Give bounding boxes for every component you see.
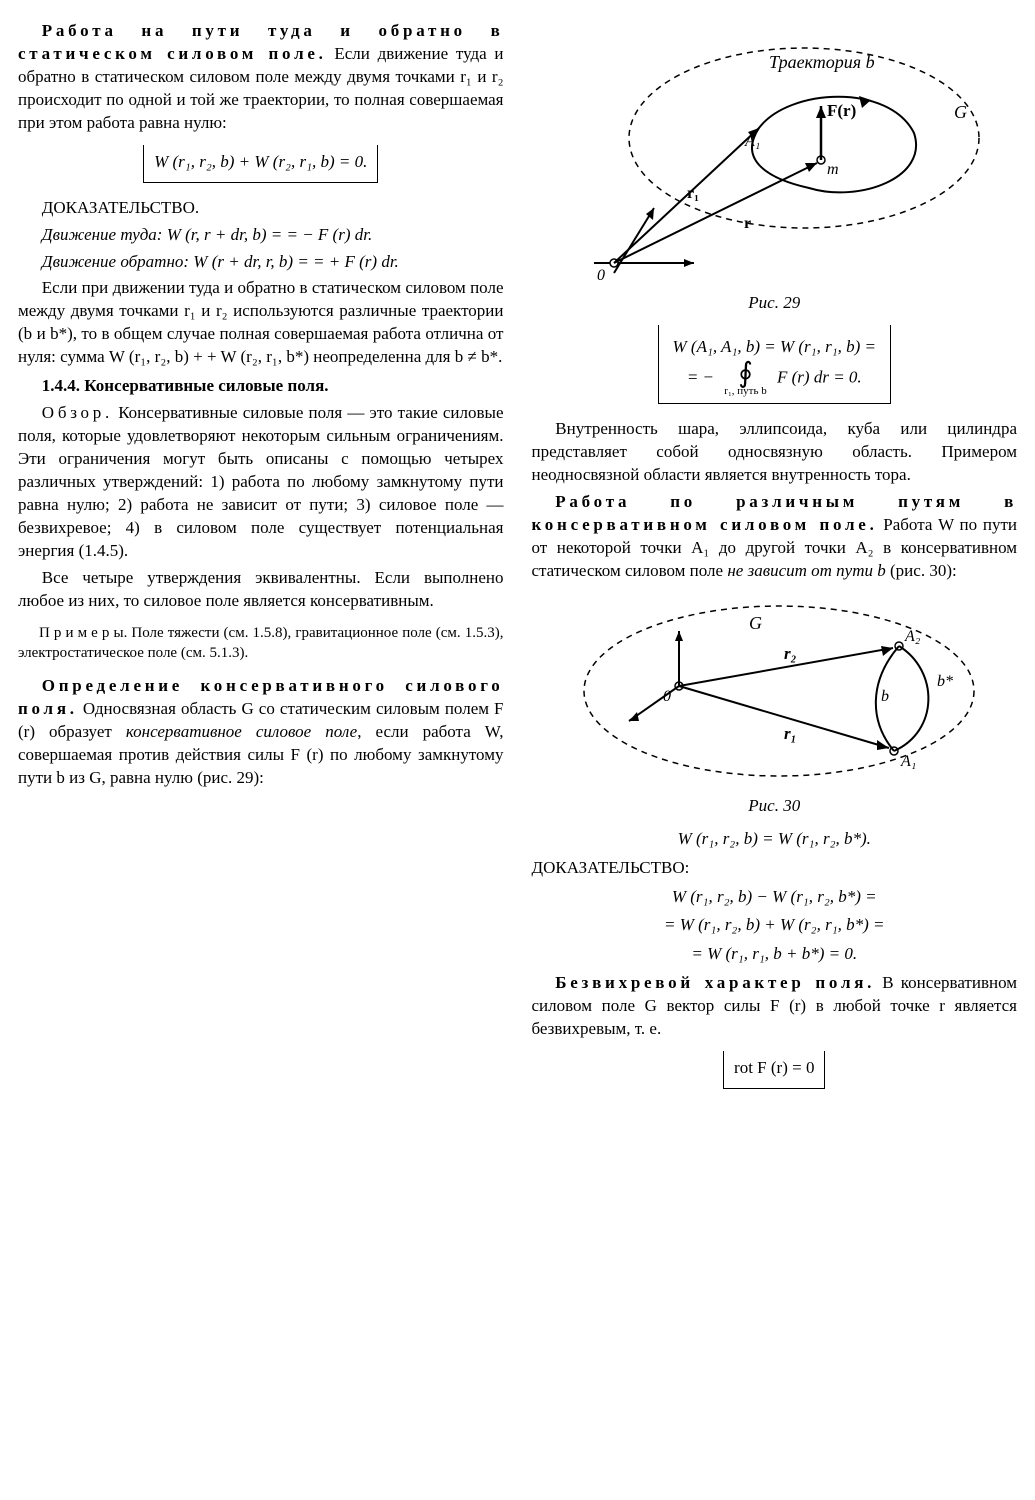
label-r: r xyxy=(744,215,751,232)
label-trajectory: Траектория b xyxy=(769,52,875,72)
para-equivalence: Все четыре утверждения эквивалентны. Есл… xyxy=(18,567,504,613)
label-a1-30: A₁ xyxy=(900,753,916,770)
axis-left-arrow-icon xyxy=(629,712,639,721)
equation-2-box: W (A₁, A₁, b) = W (r₁, r₁, b) = = − ∮ r₁… xyxy=(658,325,892,404)
overview-body: Консервативные силовые поля — это такие … xyxy=(18,403,504,560)
label-r2-30: r₂ xyxy=(784,644,797,663)
label-bstar-30: b* xyxy=(937,673,953,690)
eq3-text: W (r₁, r₂, b) = W (r₁, r₂, b*). xyxy=(678,829,871,848)
figure-29: Траектория b G F(r) A₁ m r₁ r 0 xyxy=(532,28,1018,288)
label-a1: A₁ xyxy=(744,133,760,150)
equation-4-box: rot F (r) = 0 xyxy=(723,1051,825,1089)
proof2-line3: = W (r₁, r₁, b + b*) = 0. xyxy=(532,943,1018,966)
eq2-sub: r₁, путь b xyxy=(724,386,766,397)
label-f: F(r) xyxy=(827,101,856,120)
figure-30-svg: G 0 r₂ r₁ A₂ A₁ b b* xyxy=(559,591,989,791)
trajectory-arrow-icon xyxy=(859,96,871,108)
label-o: 0 xyxy=(597,267,605,284)
proof2-heading: ДОКАЗАТЕЛЬСТВО: xyxy=(532,857,1018,880)
equation-2-line1: W (A₁, A₁, b) = W (r₁, r₁, b) = xyxy=(673,333,877,360)
axis-x-arrow-icon xyxy=(684,259,694,267)
axis-up-arrow-icon xyxy=(675,631,683,641)
label-m: m xyxy=(827,161,839,178)
para-diff-paths: Если при движении туда и обратно в стати… xyxy=(18,277,504,369)
label-r1: r₁ xyxy=(687,185,699,202)
para-irrotational: Безвихревой характер поля. В консерватив… xyxy=(532,972,1018,1041)
proof2-l1-text: W (r₁, r₂, b) − W (r₁, r₂, b*) = xyxy=(672,887,877,906)
proof2-l2-text: = W (r₁, r₂, b) + W (r₂, r₁, b*) = xyxy=(664,915,885,934)
equation-4: rot F (r) = 0 xyxy=(734,1058,814,1077)
figure-29-svg: Траектория b G F(r) A₁ m r₁ r 0 xyxy=(559,28,989,288)
para-paths: Работа по различным путям в консервативн… xyxy=(532,491,1018,583)
proof-line-2: Движение обратно: W (r + dr, r, b) = = +… xyxy=(18,251,504,274)
overview-lead: Обзор. xyxy=(42,403,113,422)
figure-30: G 0 r₂ r₁ A₂ A₁ b b* xyxy=(532,591,1018,791)
para-intro: Работа на пути туда и обратно в статичес… xyxy=(18,20,504,135)
vector-r xyxy=(614,163,817,263)
label-r1-30: r₁ xyxy=(784,724,797,743)
figure-29-caption: Рис. 29 xyxy=(532,292,1018,315)
def-body: Односвязная область G со статическим сил… xyxy=(18,699,504,787)
eq2-suffix: F (r) dr = 0. xyxy=(777,368,862,387)
path-bstar xyxy=(894,646,928,751)
eq2-prefix: = − xyxy=(687,368,714,387)
closed-integral-icon: ∮ r₁, путь b xyxy=(724,360,766,397)
figure-30-caption: Рис. 30 xyxy=(532,795,1018,818)
proof2-line2: = W (r₁, r₂, b) + W (r₂, r₁, b*) = xyxy=(532,914,1018,937)
equation-3: W (r₁, r₂, b) = W (r₁, r₂, b*). xyxy=(532,828,1018,851)
equation-1: W (r₁, r₂, b) + W (r₂, r₁, b) = 0. xyxy=(154,152,367,171)
proof2-line1: W (r₁, r₂, b) − W (r₁, r₂, b*) = xyxy=(532,886,1018,909)
para-simply-connected: Внутренность шара, эллипсоида, куба или … xyxy=(532,418,1018,487)
label-o-30: 0 xyxy=(663,688,671,705)
equation-1-box: W (r₁, r₂, b) + W (r₂, r₁, b) = 0. xyxy=(143,145,378,183)
proof-line-1: Движение туда: W (r, r + dr, b) = = − F … xyxy=(18,224,504,247)
para-definition: Определение консервативного силового пол… xyxy=(18,675,504,790)
equation-2-line2: = − ∮ r₁, путь b F (r) dr = 0. xyxy=(673,360,877,397)
label-g: G xyxy=(954,102,967,122)
label-b-30: b xyxy=(881,688,889,705)
irrot-lead: Безвихревой характер поля. xyxy=(555,973,875,992)
proof2-l3-text: = W (r₁, r₁, b + b*) = 0. xyxy=(691,944,857,963)
vector-f-arrow-icon xyxy=(816,106,826,118)
label-a2-30: A₂ xyxy=(904,628,921,645)
proof-heading: ДОКАЗАТЕЛЬСТВО. xyxy=(18,197,504,220)
para-overview: Обзор. Консервативные силовые поля — это… xyxy=(18,402,504,563)
examples: П р и м е р ы. Поле тяжести (см. 1.5.8),… xyxy=(18,623,504,664)
label-g-30: G xyxy=(749,613,762,633)
section-1-4-4: 1.4.4. Консервативные силовые поля. xyxy=(18,375,504,398)
